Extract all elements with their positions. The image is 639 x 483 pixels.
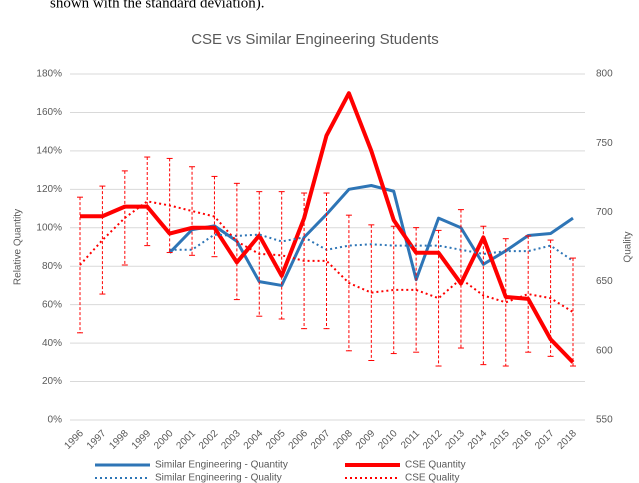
x-tick-label: 2000 [152, 428, 176, 452]
y2-tick-label: 600 [596, 345, 613, 356]
x-tick-label: 2010 [376, 428, 400, 452]
y-tick-label: 140% [36, 146, 62, 157]
x-tick-label: 1999 [130, 428, 154, 452]
series-line [80, 91, 575, 364]
y-tick-label: 180% [36, 69, 62, 80]
y2-tick-label: 700 [596, 207, 613, 218]
x-tick-label: 1998 [107, 428, 131, 452]
x-tick-label: 2011 [399, 428, 422, 451]
x-tick-label: 2003 [219, 428, 243, 452]
y-axis-label: Relative Quantity [13, 209, 24, 285]
y-tick-label: 100% [36, 222, 62, 233]
y-tick-label: 0% [48, 415, 63, 426]
x-tick-label: 2018 [555, 428, 579, 452]
x-tick-label: 2001 [175, 428, 199, 452]
x-tick-label: 2012 [421, 428, 445, 452]
x-tick-label: 2013 [443, 428, 467, 452]
y-tick-label: 160% [36, 107, 62, 118]
y2-tick-label: 750 [596, 138, 613, 149]
chart-title: CSE vs Similar Engineering Students [191, 31, 439, 48]
legend-label: Similar Engineering - Quality [155, 473, 282, 483]
y2-tick-label: 650 [596, 276, 613, 287]
legend-label: Similar Engineering - Quantity [155, 460, 288, 471]
legend-label: CSE Quality [405, 473, 459, 483]
y2-tick-label: 550 [596, 415, 613, 426]
x-tick-label: 2002 [197, 428, 221, 452]
y2-tick-label: 800 [596, 69, 613, 80]
x-tick-label: 2008 [331, 428, 355, 452]
y-tick-label: 40% [42, 338, 62, 349]
x-tick-label: 1997 [85, 428, 109, 452]
x-tick-label: 2009 [354, 428, 378, 452]
x-tick-label: 2007 [309, 428, 333, 452]
x-tick-label: 1996 [62, 428, 86, 452]
x-tick-label: 2004 [242, 428, 266, 452]
x-tick-label: 2015 [488, 428, 512, 452]
y-tick-label: 20% [42, 376, 62, 387]
y2-axis-label: Quality [623, 231, 634, 262]
x-tick-label: 2005 [264, 428, 288, 452]
y-tick-label: 80% [42, 261, 62, 272]
legend-label: CSE Quantity [405, 460, 466, 471]
x-tick-label: 2017 [533, 428, 557, 452]
x-tick-label: 2016 [511, 428, 535, 452]
y-tick-label: 60% [42, 299, 62, 310]
y-tick-label: 120% [36, 184, 62, 195]
caption: shown with the standard deviation). [50, 0, 265, 11]
x-tick-label: 2006 [287, 428, 311, 452]
x-tick-label: 2014 [466, 428, 490, 452]
